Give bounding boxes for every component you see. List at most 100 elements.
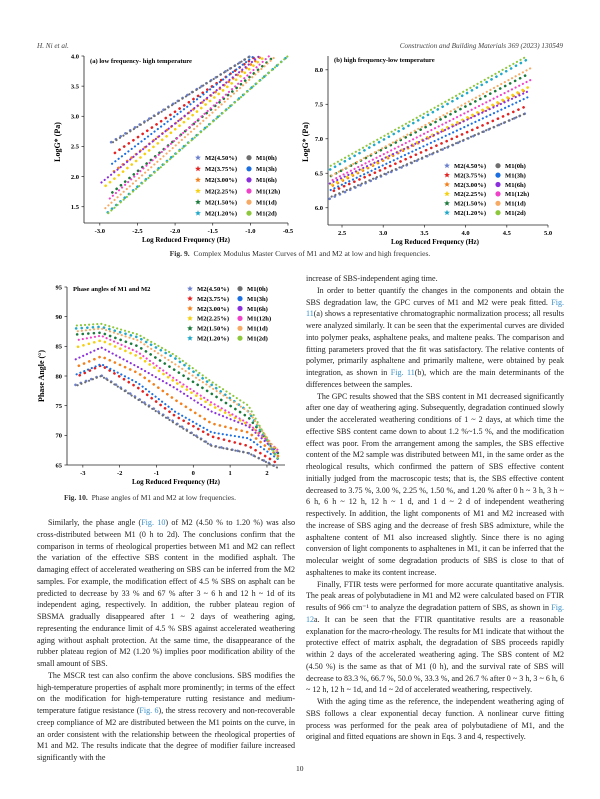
series-m2120 — [328, 58, 529, 172]
paragraph-text: Similarly, the phase angle ( — [48, 518, 142, 527]
x-tick-label: 3.0 — [379, 230, 387, 237]
legend-label: M2(2.25%) — [197, 316, 229, 323]
y-tick-label: 8.0 — [315, 67, 323, 74]
legend-label: M2(1.20%) — [205, 211, 237, 218]
legend-star-marker-icon — [444, 190, 450, 197]
fig10-caption: Fig. 10. Phase angles of M1 and M2 at lo… — [0, 493, 300, 502]
legend-circle-marker-icon — [246, 210, 252, 216]
running-header-authors: H. Ni et al. — [37, 42, 69, 50]
legend-label: M1(6h) — [505, 182, 526, 189]
legend-label: M2(4.50%) — [197, 286, 229, 293]
legend-circle-marker-icon — [246, 166, 252, 172]
legend-label: M2(3.75%) — [197, 296, 229, 303]
legend-star-marker-icon — [444, 162, 450, 169]
x-tick-label: 2.5 — [338, 230, 347, 237]
legend-label: M1(2d) — [505, 210, 526, 217]
legend-circle-marker-icon — [246, 199, 252, 205]
legend-label: M2(4.50%) — [205, 155, 237, 162]
series-m11d — [328, 66, 533, 178]
fig9-caption: Fig. 9. Complex Modulus Master Curves of… — [0, 249, 600, 258]
legend-circle-marker-icon — [237, 296, 243, 302]
figure-link[interactable]: Fig. 11 — [390, 368, 415, 377]
x-tick-label: -1 — [154, 470, 159, 477]
x-tick-label: 0 — [192, 470, 195, 477]
series-m12d — [74, 322, 280, 461]
legend-circle-marker-icon — [495, 172, 501, 178]
fig10-caption-label: Fig. 10. — [63, 493, 88, 502]
legend-label: M1(12h) — [505, 191, 529, 198]
y-tick-label: 6.0 — [315, 205, 323, 212]
legend-label: M1(6h) — [247, 306, 268, 313]
figure-link[interactable]: Fig. 6 — [139, 706, 159, 715]
right-text-column: increase of SBS-independent aging time. I… — [306, 273, 564, 743]
y-tick-label: 75 — [56, 403, 63, 410]
legend-circle-marker-icon — [246, 188, 252, 194]
x-tick-label: 4.0 — [462, 230, 470, 237]
series-m2450 — [109, 54, 252, 144]
y-axis-label: LogG* (Pa) — [53, 122, 62, 162]
series-m10h — [110, 54, 252, 145]
legend-star-marker-icon — [195, 165, 201, 172]
x-tick-label: 1 — [229, 470, 232, 477]
x-axis-label: Log Reduced Frequency (Hz) — [391, 238, 480, 246]
y-axis-label: LogG* (Pa) — [301, 122, 310, 162]
series-m12d — [106, 54, 290, 216]
legend-circle-marker-icon — [246, 155, 252, 161]
paragraph-text: Finally, FTIR tests were performed for m… — [306, 579, 564, 613]
series-m2300 — [74, 354, 280, 458]
legend-label: M1(3h) — [247, 296, 268, 303]
legend-label: M2(2.25%) — [454, 191, 486, 198]
paragraph: In order to better quantify the changes … — [306, 285, 564, 391]
legend-label: M1(0h) — [505, 163, 526, 170]
paragraph: Similarly, the phase angle (Fig. 10) of … — [37, 517, 295, 670]
series-m112h — [328, 78, 533, 183]
legend-circle-marker-icon — [237, 335, 243, 341]
y-tick-label: 70 — [56, 433, 63, 440]
fig9-caption-label: Fig. 9. — [169, 249, 190, 258]
paragraph-text: (a) shows a representative chromatograph… — [306, 309, 564, 377]
running-header-journal: Construction and Building Materials 369 … — [399, 42, 563, 50]
legend-label: M1(2d) — [256, 211, 277, 218]
x-axis-label: Log Reduced Frequency (Hz) — [142, 236, 231, 244]
legend-star-marker-icon — [195, 210, 201, 216]
x-axis-label: Log Reduced Frequency (Hz) — [132, 478, 221, 486]
y-tick-label: 4.0 — [71, 53, 79, 60]
y-tick-label: 80 — [56, 373, 63, 380]
legend-label: M1(1d) — [247, 326, 268, 333]
legend-circle-marker-icon — [495, 210, 501, 216]
paragraph-text: ), the stress recovery and non-recoverab… — [37, 706, 295, 762]
legend-star-marker-icon — [187, 305, 193, 311]
legend-star-marker-icon — [187, 295, 193, 301]
legend-label: M2(1.50%) — [205, 199, 237, 206]
legend-label: M1(3h) — [505, 172, 526, 179]
series-m2375 — [74, 363, 280, 466]
series-m2225 — [102, 54, 267, 189]
series-m2120 — [74, 325, 280, 461]
chart-title: (b) high frequency-low temperature — [334, 57, 435, 64]
series-m10h — [328, 111, 529, 199]
x-tick-label: 2 — [265, 470, 268, 477]
series-m13h — [328, 96, 529, 192]
legend-label: M2(1.50%) — [197, 326, 229, 333]
legend-label: M1(6h) — [256, 177, 277, 184]
series-m10h — [74, 374, 280, 470]
figure-link[interactable]: Fig. 10 — [141, 518, 166, 527]
legend-star-marker-icon — [187, 325, 193, 331]
legend-label: M2(4.50%) — [454, 163, 486, 170]
legend-label: M1(3h) — [256, 166, 277, 173]
x-tick-label: 4.5 — [503, 230, 512, 237]
figure-link[interactable]: Fig. 11 — [306, 297, 564, 319]
y-tick-label: 65 — [56, 462, 63, 469]
x-tick-label: 5.0 — [544, 230, 552, 237]
legend-label: M1(12h) — [256, 188, 280, 195]
series-m112h — [106, 54, 271, 202]
legend-star-marker-icon — [444, 172, 450, 178]
figure-link[interactable]: Fig. 12 — [306, 603, 564, 624]
legend-star-marker-icon — [187, 335, 193, 341]
x-tick-label: -0.5 — [283, 228, 294, 235]
paragraph: Finally, FTIR tests were performed for m… — [306, 579, 564, 697]
x-tick-label: -2.0 — [170, 228, 180, 235]
series-m2375 — [109, 54, 258, 157]
legend-label: M2(3.75%) — [454, 172, 486, 179]
